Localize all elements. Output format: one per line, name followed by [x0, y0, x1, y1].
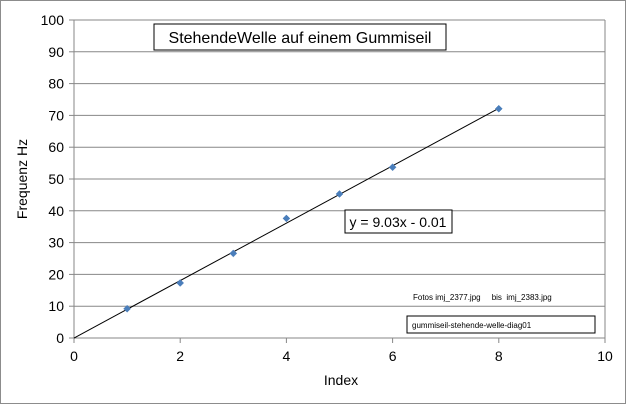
y-tick-label-10: 100	[41, 12, 65, 28]
chart-title: StehendeWelle auf einem Gummiseil	[169, 30, 432, 47]
y-tick-label-6: 60	[48, 139, 64, 155]
data-point-0-6	[494, 104, 503, 113]
y-tick-label-2: 20	[48, 266, 64, 282]
data-point-0-5	[388, 163, 397, 172]
data-points	[123, 104, 503, 313]
y-tick-label-8: 80	[48, 76, 64, 92]
data-point-0-3	[282, 214, 291, 223]
y-tick-label-1: 10	[48, 298, 64, 314]
x-axis-title: Index	[324, 372, 358, 388]
data-point-0-1	[176, 279, 185, 287]
trendline-equation: y = 9.03x - 0.01	[350, 214, 447, 230]
diagram-id-box: gummiseil-stehende-welle-diag01	[406, 315, 596, 334]
trendline-line	[73, 107, 500, 339]
y-tick-label-3: 30	[48, 235, 64, 251]
x-tick-label-0: 0	[70, 348, 78, 364]
axes	[69, 19, 606, 343]
gridlines	[74, 19, 605, 307]
data-point-0-4	[335, 190, 344, 198]
x-tick-label-1: 2	[176, 348, 184, 364]
y-tick-label-7: 70	[48, 107, 64, 123]
y-tick-label-5: 50	[48, 171, 64, 187]
x-tick-label-3: 6	[389, 348, 397, 364]
photos-note: Fotos imj_2377.jpg bis imj_2383.jpg	[413, 293, 552, 302]
data-point-0-2	[229, 249, 238, 258]
y-tick-label-9: 90	[48, 44, 64, 60]
chart-title-box: StehendeWelle auf einem Gummiseil	[153, 23, 447, 51]
data-point-0-0	[123, 304, 131, 313]
y-axis-title: Frequenz Hz	[14, 139, 30, 219]
x-tick-label-2: 4	[283, 348, 291, 364]
x-tick-label-5: 10	[597, 348, 613, 364]
y-tick-label-4: 40	[48, 203, 64, 219]
equation-box: y = 9.03x - 0.01	[344, 209, 453, 234]
x-tick-label-4: 8	[495, 348, 503, 364]
y-tick-label-0: 0	[56, 330, 64, 346]
trendline	[73, 107, 500, 339]
diagram-id: gummiseil-stehende-welle-diag01	[412, 321, 532, 330]
tick-labels: 0 10 20 30 40 50 60 70 80 90 100 0 2 4 6 8 10	[41, 12, 613, 364]
